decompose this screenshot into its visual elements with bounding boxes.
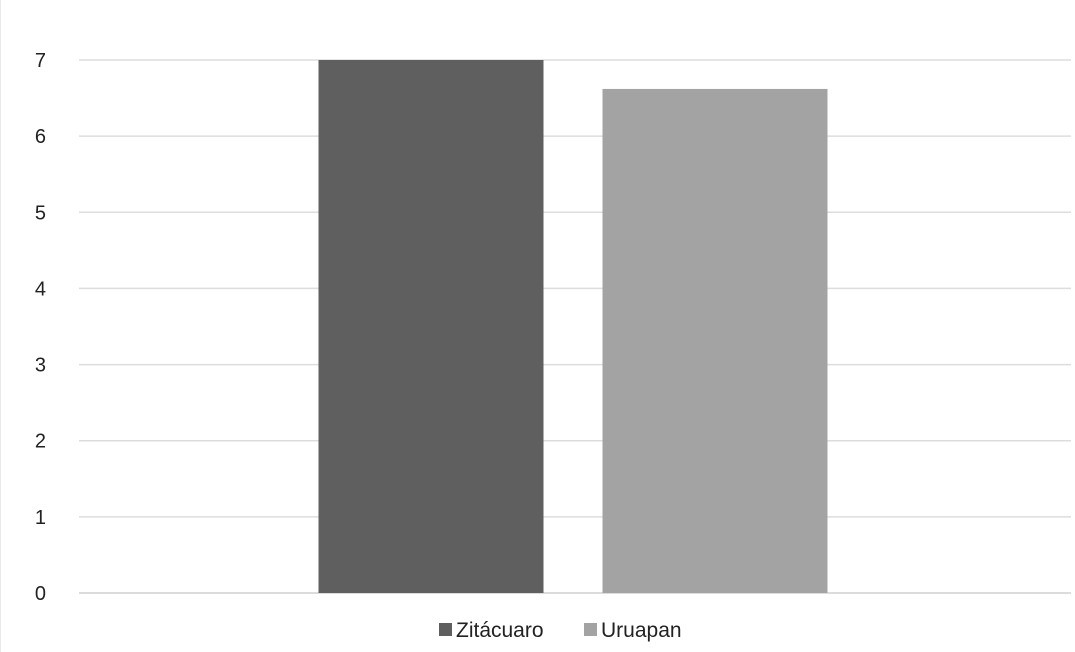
legend-swatch	[584, 623, 597, 636]
y-tick-label: 5	[35, 202, 46, 224]
gridlines	[79, 59, 1071, 594]
y-tick-label: 6	[35, 126, 46, 148]
bar-zit-cuaro	[318, 60, 544, 593]
legend-swatch	[439, 623, 452, 636]
legend: Zitácuaro Uruapan	[439, 619, 682, 642]
legend-label: Zitácuaro	[456, 619, 544, 642]
bars	[318, 60, 828, 593]
y-tick-label: 4	[35, 278, 46, 300]
y-tick-label: 2	[35, 431, 46, 453]
bar-uruapan	[602, 88, 828, 593]
legend-label: Uruapan	[601, 619, 682, 642]
y-tick-label: 1	[35, 507, 46, 529]
y-tick-label: 3	[35, 355, 46, 377]
y-tick-label: 0	[35, 583, 46, 605]
y-tick-label: 7	[35, 50, 46, 72]
y-axis-ticks: 0 1 2 3 4 5 6 7	[35, 50, 46, 605]
